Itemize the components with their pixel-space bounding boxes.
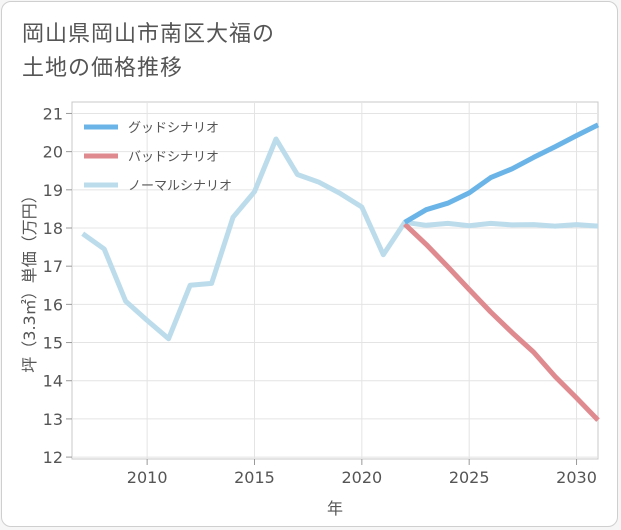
series-lines <box>81 122 600 422</box>
y-tick-label: 12 <box>43 448 63 467</box>
legend-label-1: バッドシナリオ <box>128 150 219 165</box>
x-tick-label: 2025 <box>449 468 490 487</box>
legend-label-0: グッドシナリオ <box>128 121 219 136</box>
chart-title: 岡山県岡山市南区大福の 土地の価格推移 <box>22 18 275 86</box>
x-tick-label: 2015 <box>234 468 275 487</box>
y-tick-labels: 12 13 14 15 16 17 18 19 20 21 <box>43 104 63 467</box>
grid-lines <box>66 102 598 465</box>
plot-area <box>71 101 599 460</box>
chart-title-line-2: 土地の価格推移 <box>22 56 184 81</box>
x-tick-label: 2010 <box>127 468 168 487</box>
series-line-0 <box>403 122 600 225</box>
series-line-2 <box>81 136 599 342</box>
series-line-1 <box>403 222 600 422</box>
y-tick-label: 18 <box>43 219 63 238</box>
y-tick-label: 20 <box>43 143 63 162</box>
chart-title-line-1: 岡山県岡山市南区大福の <box>22 22 276 47</box>
y-axis-label: 坪（3.3㎡）単価（万円） <box>20 187 39 372</box>
y-tick-label: 16 <box>43 295 63 314</box>
x-tick-labels: 2010 2015 2020 2025 2030 <box>127 468 597 487</box>
y-tick-label: 13 <box>43 410 63 429</box>
legend-label-2: ノーマルシナリオ <box>128 179 232 194</box>
y-tick-label: 14 <box>43 372 63 391</box>
y-tick-label: 19 <box>43 181 63 200</box>
x-axis-label: 年 <box>327 499 343 518</box>
y-tick-label: 21 <box>43 104 63 123</box>
y-tick-label: 15 <box>43 334 63 353</box>
y-tick-label: 17 <box>43 257 63 276</box>
x-tick-label: 2020 <box>341 468 382 487</box>
x-tick-label: 2030 <box>556 468 597 487</box>
